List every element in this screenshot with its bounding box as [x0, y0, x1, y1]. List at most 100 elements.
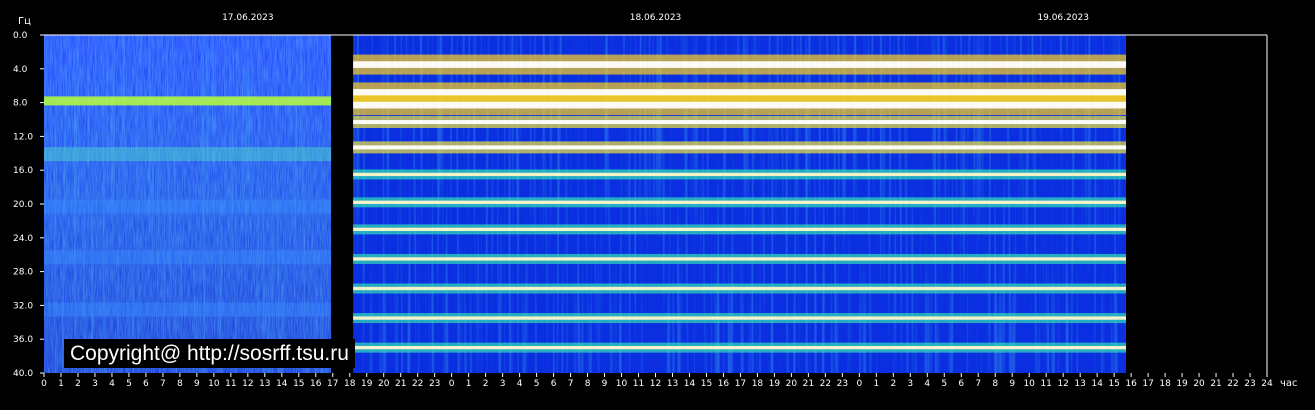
x-tick-label: 5 [126, 379, 132, 389]
y-tick-label: 12.0 [13, 132, 33, 142]
x-tick-label: 7 [975, 379, 981, 389]
plot-border [44, 34, 1268, 373]
x-tick-label: 0 [856, 379, 862, 389]
x-tick-label: 15 [1108, 379, 1119, 389]
x-tick-label: 4 [924, 379, 930, 389]
x-tick-label: 8 [992, 379, 998, 389]
x-tick-label: 4 [109, 379, 115, 389]
x-tick-label: 1 [466, 379, 472, 389]
x-tick-label: 10 [616, 379, 628, 389]
x-tick-label: 19 [769, 379, 781, 389]
resonance-band [353, 200, 1127, 204]
y-tick-label: 32.0 [13, 301, 33, 311]
x-tick-label: 11 [1040, 379, 1051, 389]
noise-band [44, 147, 332, 162]
frequency-bands [44, 54, 1127, 353]
x-tick-label: 0 [41, 379, 47, 389]
date-labels: 17.06.2023 18.06.2023 19.06.2023 [222, 13, 1089, 23]
x-tick-label: 15 [293, 379, 304, 389]
x-tick-label: 24 [1261, 379, 1273, 389]
x-tick-label: 16 [1125, 379, 1137, 389]
y-tick-label: 20.0 [13, 200, 33, 210]
x-tick-label: 14 [684, 379, 696, 389]
resonance-band [353, 89, 1127, 96]
x-tick-label: 1 [58, 379, 64, 389]
x-tick-label: 20 [1193, 379, 1205, 389]
x-tick-label: 7 [160, 379, 166, 389]
x-tick-label: 2 [483, 379, 489, 389]
resonance-band [353, 145, 1127, 150]
x-tick-label: 17 [1142, 379, 1153, 389]
date-label: 17.06.2023 [222, 13, 274, 23]
x-tick-label: 13 [259, 379, 270, 389]
x-tick-label: 11 [633, 379, 644, 389]
x-tick-label: 9 [602, 379, 608, 389]
date-label: 19.06.2023 [1037, 13, 1089, 23]
noise-band [44, 96, 332, 106]
x-tick-label: 7 [568, 379, 574, 389]
x-tick-label: 23 [837, 379, 848, 389]
x-tick-label: 14 [276, 379, 288, 389]
x-tick-label: 13 [1074, 379, 1085, 389]
x-tick-label: 21 [395, 379, 406, 389]
y-tick-label: 40.0 [13, 369, 33, 379]
resonance-band [353, 257, 1127, 261]
x-tick-label: 2 [75, 379, 81, 389]
y-tick-label: 36.0 [13, 335, 33, 345]
x-tick-label: 5 [534, 379, 540, 389]
x-tick-label: 23 [1244, 379, 1255, 389]
x-tick-label: 4 [517, 379, 523, 389]
x-tick-label: 10 [208, 379, 220, 389]
resonance-band [353, 120, 1127, 125]
resonance-band [353, 286, 1127, 291]
y-tick-label: 16.0 [13, 166, 33, 176]
x-tick-label: 21 [1210, 379, 1221, 389]
x-tick-label: 10 [1023, 379, 1035, 389]
x-tick-label: 6 [958, 379, 964, 389]
y-axis: 0.0 4.0 8.0 12.0 16.0 20.0 24.0 28.0 32.0 36.0 40.… [13, 31, 44, 379]
resonance-band [353, 227, 1127, 232]
x-tick-label: 17 [735, 379, 746, 389]
y-axis-unit: Гц [18, 16, 31, 27]
x-tick-label: 20 [786, 379, 798, 389]
y-tick-label: 8.0 [13, 99, 28, 109]
x-tick-label: 3 [500, 379, 506, 389]
x-tick-label: 12 [242, 379, 253, 389]
x-tick-label: 22 [412, 379, 423, 389]
copyright-watermark: Copyright@ http://sosrff.tsu.ru [64, 339, 355, 368]
x-tick-label: 19 [1176, 379, 1188, 389]
x-tick-label: 17 [327, 379, 338, 389]
resonance-band [353, 316, 1127, 320]
x-tick-label: 21 [803, 379, 814, 389]
noise-stripes [44, 35, 332, 373]
x-tick-label: 22 [820, 379, 831, 389]
resonance-band [353, 61, 1127, 68]
x-tick-label: 9 [1009, 379, 1015, 389]
x-tick-label: 6 [551, 379, 557, 389]
noise-band [44, 250, 332, 265]
y-tick-label: 0.0 [13, 31, 28, 41]
x-tick-label: 0 [449, 379, 455, 389]
x-tick-label: 18 [344, 379, 356, 389]
x-tick-label: 8 [585, 379, 591, 389]
x-tick-label: 12 [1057, 379, 1068, 389]
x-tick-label: 16 [310, 379, 322, 389]
resonance-band [353, 345, 1127, 350]
x-tick-label: 11 [225, 379, 236, 389]
x-tick-label: 22 [1227, 379, 1238, 389]
date-label: 18.06.2023 [630, 13, 682, 23]
x-tick-label: 13 [667, 379, 678, 389]
y-tick-label: 4.0 [13, 65, 28, 75]
x-tick-label: 16 [718, 379, 730, 389]
noise-band [44, 199, 332, 214]
x-tick-label: 2 [890, 379, 896, 389]
x-tick-label: 15 [701, 379, 712, 389]
x-tick-label: 9 [194, 379, 200, 389]
x-tick-label: 5 [941, 379, 947, 389]
x-tick-label: 3 [92, 379, 98, 389]
x-tick-label: 23 [429, 379, 440, 389]
x-axis: 0 1 2 3 4 5 6 7 8 9 10 11 12 13 14 15 16 17 18 19 20 21 22 23 0 1… [41, 373, 1273, 389]
x-axis-unit: час [1280, 378, 1298, 389]
x-tick-label: 3 [907, 379, 913, 389]
